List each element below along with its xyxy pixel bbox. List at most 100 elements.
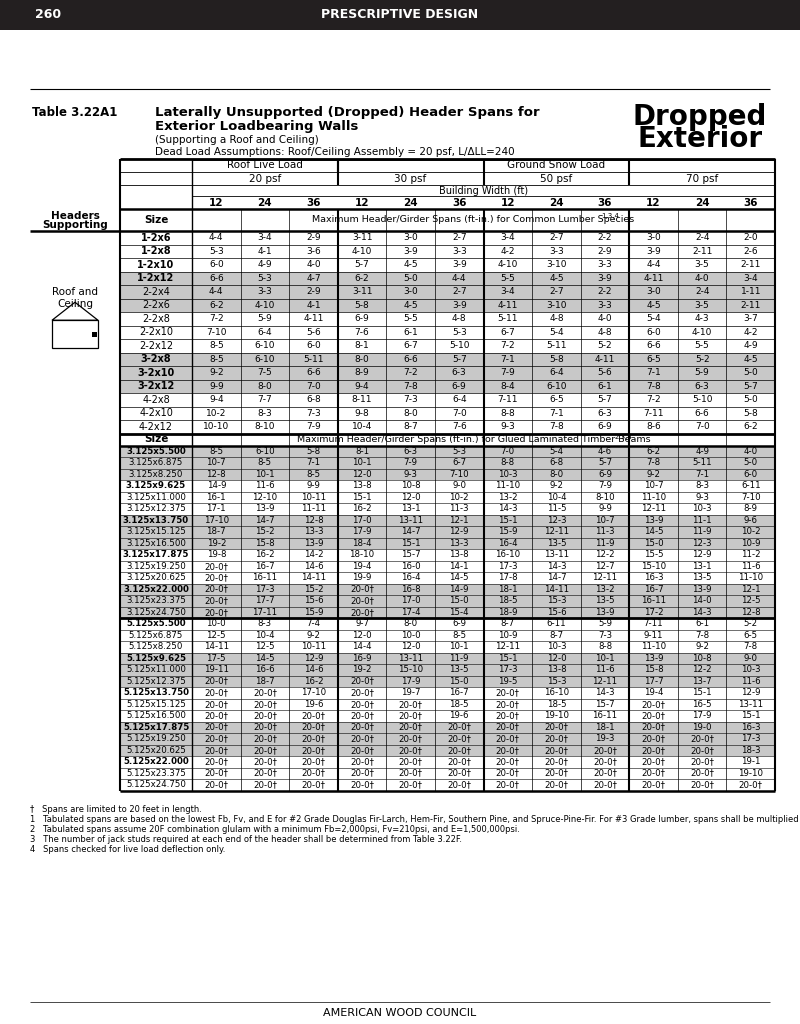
Text: 5-8: 5-8 bbox=[743, 409, 758, 418]
Text: 15-8: 15-8 bbox=[644, 666, 663, 674]
Text: 20-0†: 20-0† bbox=[204, 734, 228, 743]
Text: 17-7: 17-7 bbox=[644, 677, 663, 686]
Text: 4-10: 4-10 bbox=[254, 301, 275, 309]
Text: 19-2: 19-2 bbox=[352, 666, 372, 674]
Text: Maximum Header/Girder Spans (ft-in.) for Common Lumber Species: Maximum Header/Girder Spans (ft-in.) for… bbox=[312, 215, 634, 224]
Text: 6-9: 6-9 bbox=[452, 382, 466, 391]
Text: 3.125x24.750: 3.125x24.750 bbox=[126, 608, 186, 616]
Text: 6-4: 6-4 bbox=[452, 395, 466, 404]
Text: 5-7: 5-7 bbox=[452, 354, 466, 364]
Text: 19-11: 19-11 bbox=[204, 666, 229, 674]
Text: 4-0: 4-0 bbox=[306, 260, 321, 269]
Bar bbox=[120, 687, 775, 698]
Text: 3.125x11.000: 3.125x11.000 bbox=[126, 493, 186, 502]
Text: 10-4: 10-4 bbox=[352, 422, 372, 431]
Text: 10-1: 10-1 bbox=[450, 642, 469, 651]
Text: 13-2: 13-2 bbox=[595, 585, 614, 594]
Text: 14-6: 14-6 bbox=[304, 562, 323, 570]
Text: 6-0: 6-0 bbox=[744, 470, 758, 479]
Bar bbox=[120, 526, 775, 538]
Text: 4-5: 4-5 bbox=[743, 354, 758, 364]
Text: 11-9: 11-9 bbox=[692, 527, 712, 537]
Text: 7-9: 7-9 bbox=[501, 369, 515, 377]
Text: 4-8: 4-8 bbox=[452, 314, 466, 324]
Text: 5-7: 5-7 bbox=[598, 459, 612, 467]
Text: 4-1: 4-1 bbox=[258, 247, 272, 256]
Text: 7-9: 7-9 bbox=[404, 459, 418, 467]
Bar bbox=[120, 503, 775, 514]
Text: 6-11: 6-11 bbox=[546, 620, 566, 629]
Text: 5.125x19.250: 5.125x19.250 bbox=[126, 734, 186, 743]
Text: 1,3,4: 1,3,4 bbox=[602, 213, 619, 219]
Text: 20-0†: 20-0† bbox=[544, 734, 568, 743]
Text: 7-3: 7-3 bbox=[403, 395, 418, 404]
Text: 6-9: 6-9 bbox=[354, 314, 370, 324]
Text: 7-8: 7-8 bbox=[403, 382, 418, 391]
Text: 13-11: 13-11 bbox=[398, 653, 423, 663]
Text: 4-4: 4-4 bbox=[646, 260, 661, 269]
Text: 7-8: 7-8 bbox=[549, 422, 564, 431]
Text: 20-0†: 20-0† bbox=[204, 688, 228, 697]
Text: 20-0†: 20-0† bbox=[544, 758, 568, 766]
Text: 8-0: 8-0 bbox=[258, 382, 272, 391]
Text: 13-9: 13-9 bbox=[644, 516, 663, 524]
Text: 14-1: 14-1 bbox=[450, 562, 469, 570]
Text: 8-5: 8-5 bbox=[258, 459, 272, 467]
Text: 15-0: 15-0 bbox=[644, 539, 663, 548]
Text: 12-0: 12-0 bbox=[352, 470, 372, 479]
Text: 19-9: 19-9 bbox=[352, 573, 372, 583]
Text: 8-0: 8-0 bbox=[403, 620, 418, 629]
Text: 4-8: 4-8 bbox=[549, 314, 564, 324]
Text: 20-0†: 20-0† bbox=[544, 745, 568, 755]
Bar bbox=[120, 457, 775, 469]
Text: 7-11: 7-11 bbox=[498, 395, 518, 404]
Text: 20-0†: 20-0† bbox=[496, 745, 520, 755]
Text: 12: 12 bbox=[646, 198, 661, 208]
Text: 2-11: 2-11 bbox=[692, 247, 712, 256]
Text: 17-2: 17-2 bbox=[644, 608, 663, 616]
Text: 13-1: 13-1 bbox=[692, 562, 712, 570]
Bar bbox=[120, 664, 775, 676]
Text: 11-10: 11-10 bbox=[495, 481, 520, 490]
Text: 20-0†: 20-0† bbox=[642, 723, 666, 732]
Text: 36: 36 bbox=[452, 198, 466, 208]
Text: 20-0†: 20-0† bbox=[350, 769, 374, 778]
Text: 7-0: 7-0 bbox=[694, 422, 710, 431]
Text: 6-1: 6-1 bbox=[695, 620, 709, 629]
Bar bbox=[120, 352, 775, 366]
Text: 4-11: 4-11 bbox=[498, 301, 518, 309]
Bar bbox=[120, 285, 775, 299]
Text: 13-9: 13-9 bbox=[255, 504, 274, 513]
Text: 12-2: 12-2 bbox=[692, 666, 712, 674]
Text: 17-3: 17-3 bbox=[498, 562, 518, 570]
Text: 8-0: 8-0 bbox=[354, 354, 370, 364]
Text: 4-4: 4-4 bbox=[452, 273, 466, 283]
Text: 20-0†: 20-0† bbox=[253, 758, 277, 766]
Text: 36: 36 bbox=[743, 198, 758, 208]
Bar bbox=[120, 756, 775, 768]
Text: 16-8: 16-8 bbox=[401, 585, 421, 594]
Text: 20-0†: 20-0† bbox=[398, 758, 422, 766]
Text: 10-8: 10-8 bbox=[692, 653, 712, 663]
Text: 12-11: 12-11 bbox=[544, 527, 569, 537]
Text: 9-7: 9-7 bbox=[355, 620, 369, 629]
Text: 17-0: 17-0 bbox=[352, 516, 372, 524]
Text: 7-2: 7-2 bbox=[501, 341, 515, 350]
Text: 7-4: 7-4 bbox=[306, 620, 321, 629]
Text: 17-3: 17-3 bbox=[255, 585, 274, 594]
Text: 5.125x17.875: 5.125x17.875 bbox=[123, 723, 189, 732]
Text: 5-5: 5-5 bbox=[403, 314, 418, 324]
Text: 16-3: 16-3 bbox=[741, 723, 761, 732]
Text: 16-10: 16-10 bbox=[495, 550, 520, 559]
Text: 20-0†: 20-0† bbox=[544, 780, 568, 790]
Text: 20-0†: 20-0† bbox=[204, 758, 228, 766]
Bar bbox=[120, 733, 775, 744]
Text: 20-0†: 20-0† bbox=[496, 758, 520, 766]
Text: 20-0†: 20-0† bbox=[204, 677, 228, 686]
Text: 4-11: 4-11 bbox=[643, 273, 664, 283]
Text: 7-0: 7-0 bbox=[306, 382, 321, 391]
Text: 8-3: 8-3 bbox=[258, 409, 272, 418]
Text: 15-0: 15-0 bbox=[450, 596, 469, 605]
Text: 18-7: 18-7 bbox=[255, 677, 274, 686]
Bar bbox=[120, 480, 775, 492]
